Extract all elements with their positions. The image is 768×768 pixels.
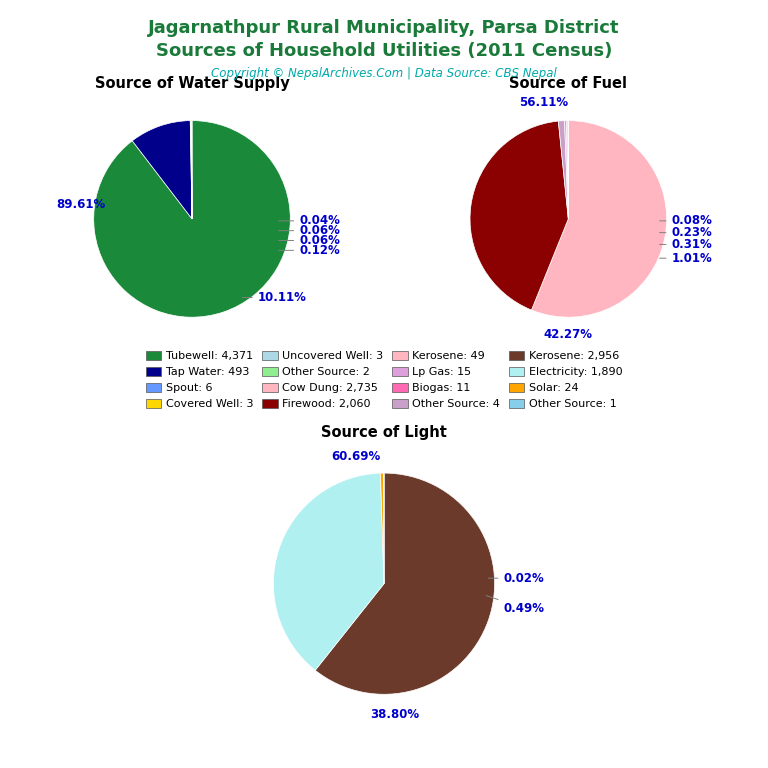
Wedge shape [531,121,667,317]
Text: 0.31%: 0.31% [660,238,712,251]
Wedge shape [94,121,290,317]
Wedge shape [380,473,384,584]
Text: 56.11%: 56.11% [519,96,568,109]
Wedge shape [315,473,495,694]
Text: 89.61%: 89.61% [56,197,105,210]
Text: 0.06%: 0.06% [279,224,340,237]
Wedge shape [470,121,568,310]
Wedge shape [273,473,384,670]
Title: Source of Fuel: Source of Fuel [509,76,627,91]
Wedge shape [567,121,568,219]
Text: 0.12%: 0.12% [279,243,340,257]
Text: 0.02%: 0.02% [488,571,545,584]
Text: 0.23%: 0.23% [660,226,712,239]
Text: 38.80%: 38.80% [370,707,419,720]
Text: Sources of Household Utilities (2011 Census): Sources of Household Utilities (2011 Cen… [156,42,612,60]
Wedge shape [190,121,192,219]
Text: 0.49%: 0.49% [486,596,545,614]
Title: Source of Water Supply: Source of Water Supply [94,76,290,91]
Text: 10.11%: 10.11% [243,291,306,304]
Text: 60.69%: 60.69% [332,450,381,463]
Text: 0.06%: 0.06% [279,234,340,247]
Wedge shape [191,121,192,219]
Text: Jagarnathpur Rural Municipality, Parsa District: Jagarnathpur Rural Municipality, Parsa D… [148,19,620,37]
Text: Copyright © NepalArchives.Com | Data Source: CBS Nepal: Copyright © NepalArchives.Com | Data Sou… [211,67,557,80]
Wedge shape [132,121,192,219]
Title: Source of Light: Source of Light [321,425,447,440]
Text: 1.01%: 1.01% [660,252,712,265]
Wedge shape [564,121,568,219]
Text: 42.27%: 42.27% [544,329,593,342]
Legend: Tubewell: 4,371, Tap Water: 493, Spout: 6, Covered Well: 3, Uncovered Well: 3, O: Tubewell: 4,371, Tap Water: 493, Spout: … [146,351,622,409]
Text: 0.08%: 0.08% [660,214,713,227]
Text: 0.04%: 0.04% [279,214,340,227]
Wedge shape [558,121,568,219]
